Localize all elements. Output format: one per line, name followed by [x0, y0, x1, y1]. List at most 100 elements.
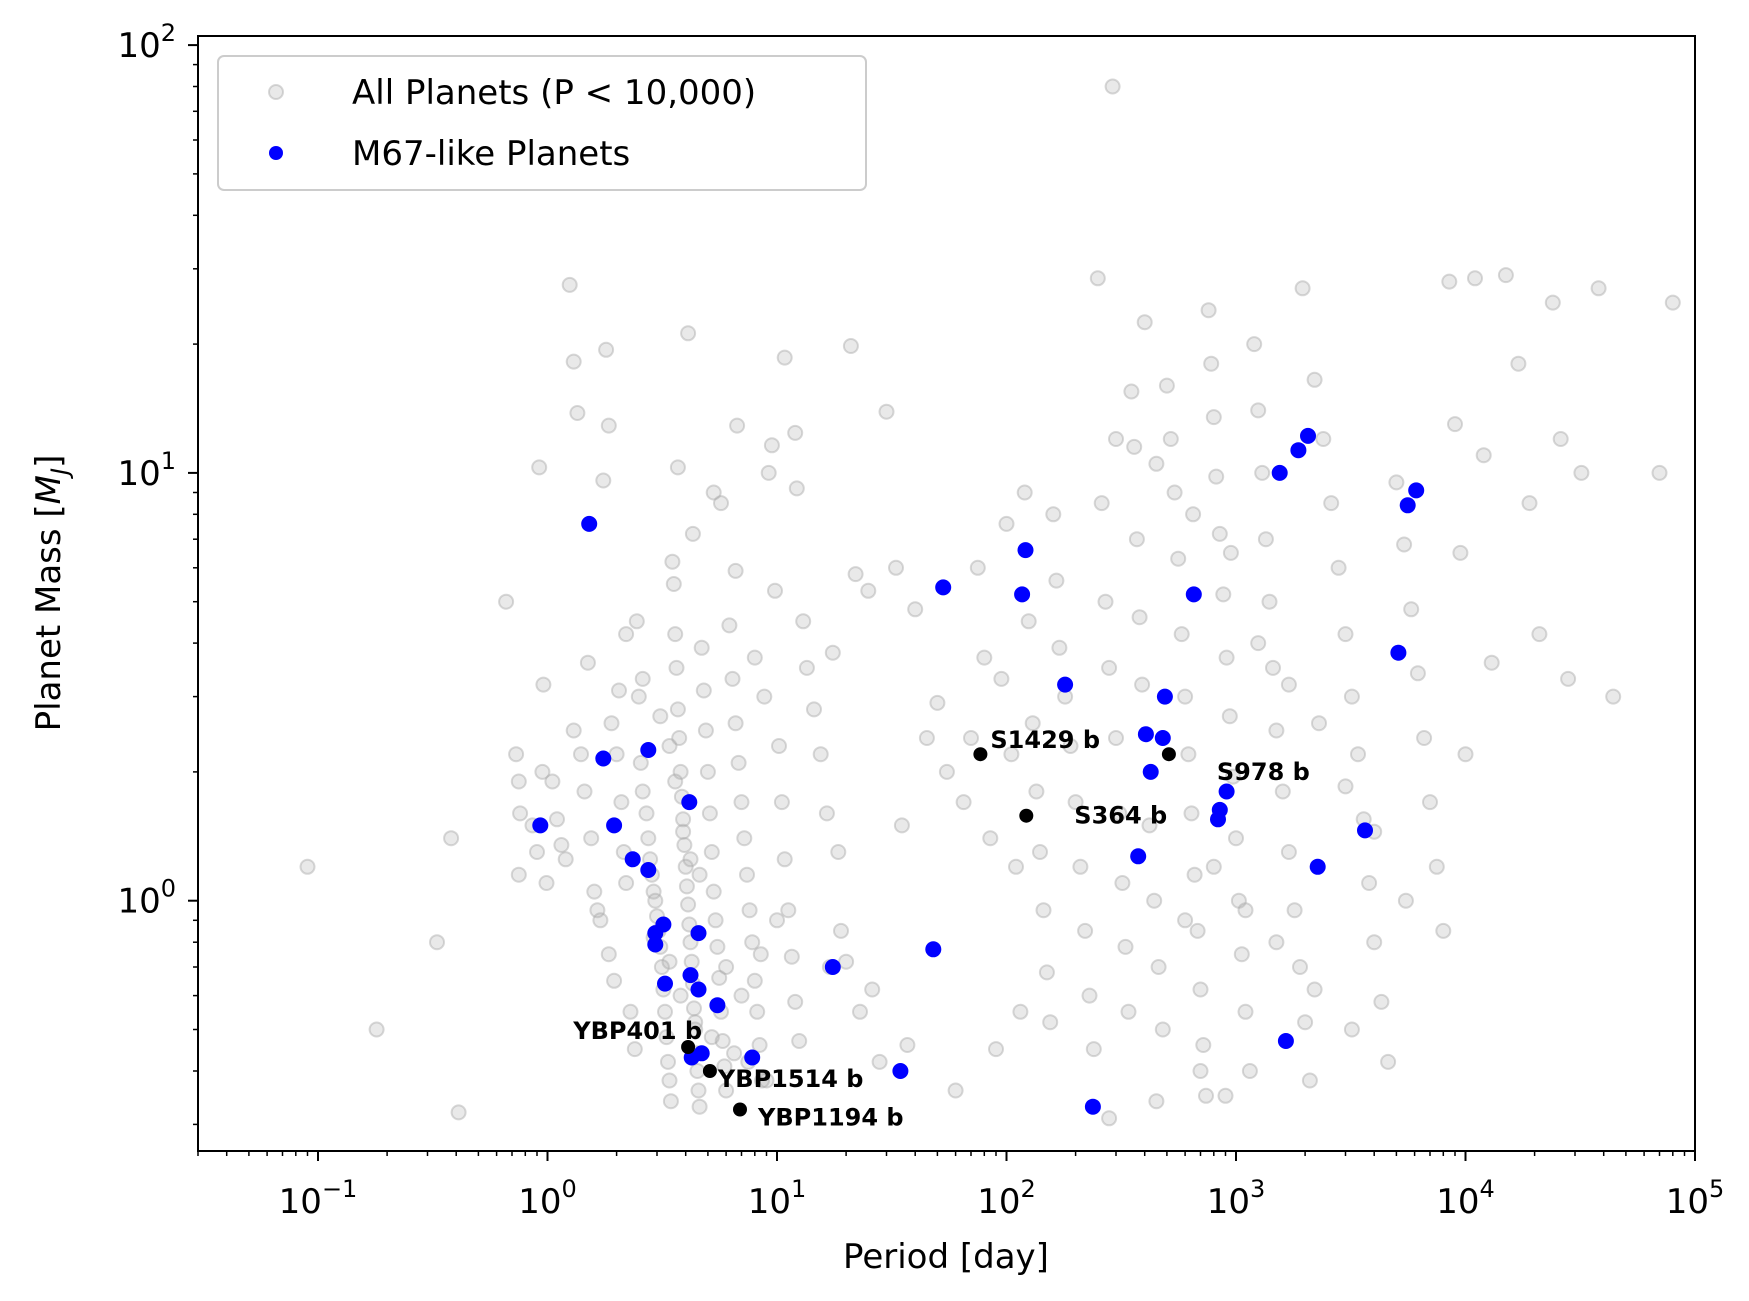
m67-like-point	[1057, 676, 1074, 693]
all-planets-point	[600, 946, 617, 963]
all-planets-point	[613, 794, 630, 811]
all-planets-point	[618, 875, 635, 891]
y-axis-label: Planet Mass [MJ]	[29, 455, 74, 732]
all-planets-point	[929, 694, 946, 711]
all-planets-point	[565, 353, 582, 370]
all-planets-point	[705, 484, 722, 501]
all-planets-point	[675, 811, 692, 828]
planet-name-label: YBP401 b	[572, 1017, 702, 1045]
all-planets-point	[741, 902, 758, 919]
labeled-planet-point	[1019, 808, 1034, 823]
all-planets-point	[583, 830, 600, 847]
all-planets-point	[676, 837, 693, 853]
all-planets-point	[1250, 402, 1267, 419]
all-planets-point	[687, 1014, 704, 1031]
all-planets-point	[429, 934, 445, 951]
m67-like-point	[1137, 726, 1154, 743]
all-planets-point	[579, 654, 596, 671]
all-planets-point	[508, 746, 525, 763]
all-planets-point	[760, 464, 777, 481]
all-planets-point	[693, 639, 710, 656]
all-planets-point	[661, 953, 678, 970]
all-planets-point	[888, 559, 904, 576]
m67-like-point	[1185, 586, 1202, 603]
y-tick-label: 100	[117, 875, 176, 922]
all-planets-point	[787, 993, 804, 1010]
all-planets-point	[705, 883, 722, 900]
all-planets-point	[1241, 1063, 1258, 1079]
all-planets-point	[1154, 1021, 1171, 1038]
all-planets-point	[1077, 922, 1094, 939]
legend-label-all-planets: All Planets (P < 10,000)	[352, 73, 756, 113]
all-planets-point	[565, 722, 582, 739]
all-planets-point	[703, 844, 720, 860]
all-planets-point	[899, 1037, 916, 1053]
all-planets-point	[1457, 746, 1474, 763]
all-planets-point	[1257, 531, 1274, 548]
all-planets-point	[724, 670, 741, 687]
all-planets-point	[1311, 715, 1327, 732]
m67-like-point	[709, 997, 726, 1014]
x-axis-label: Period [day]	[843, 1237, 1049, 1277]
all-planets-point	[626, 1041, 643, 1058]
all-planets-point	[818, 805, 835, 822]
all-planets-point	[746, 972, 763, 989]
all-planets-point	[1051, 639, 1068, 656]
m67-like-point	[1156, 688, 1173, 705]
all-planets-point	[1218, 649, 1235, 666]
all-planets-point	[683, 953, 700, 970]
all-planets-point	[1590, 280, 1607, 297]
all-planets-point	[1409, 665, 1426, 682]
all-planets-point	[1089, 270, 1106, 287]
all-planets-point	[665, 576, 682, 592]
all-planets-point	[1292, 959, 1308, 975]
m67-like-point	[532, 817, 549, 834]
all-planets-point	[1173, 626, 1190, 643]
all-planets-point	[1148, 455, 1165, 472]
all-planets-point	[716, 1058, 733, 1075]
all-planets-point	[1261, 593, 1278, 610]
all-planets-point	[1435, 922, 1452, 939]
all-planets-point	[864, 981, 881, 998]
all-planets-point	[783, 948, 800, 965]
all-planets-point	[787, 424, 804, 441]
all-planets-point	[1396, 536, 1413, 553]
m67-like-point	[1277, 1033, 1294, 1049]
all-planets-point	[1510, 355, 1527, 372]
all-planets-point	[557, 851, 574, 868]
all-planets-point	[529, 844, 545, 860]
all-planets-point	[726, 1045, 743, 1062]
all-planets-point	[749, 1003, 766, 1020]
m67-like-point	[892, 1063, 909, 1079]
all-planets-point	[1183, 805, 1200, 822]
all-planets-point	[1447, 416, 1463, 433]
m67-like-point	[1154, 730, 1171, 746]
all-planets-point	[652, 708, 669, 725]
labeled-planet-point	[681, 1040, 696, 1054]
all-planets-point	[1101, 1110, 1118, 1127]
all-planets-point	[1097, 593, 1114, 610]
all-planets-point	[1373, 993, 1390, 1010]
all-planets-point	[1111, 805, 1128, 822]
m67-like-point	[824, 959, 841, 975]
m67-like-point	[693, 1045, 710, 1062]
all-planets-point	[1215, 586, 1232, 603]
all-planets-point	[1403, 601, 1420, 618]
all-planets-point	[691, 1098, 708, 1115]
all-planets-point	[672, 763, 689, 780]
x-tick-label: 102	[977, 1175, 1036, 1222]
all-planets-point	[1467, 270, 1483, 287]
all-planets-point	[682, 851, 699, 868]
all-planets-point	[1225, 768, 1241, 785]
all-planets-point	[1185, 506, 1202, 523]
labeled-planets-series	[681, 747, 1176, 1117]
all-planets-point	[1032, 844, 1048, 860]
all-planets-point	[1120, 1003, 1137, 1020]
all-planets-point	[1205, 858, 1222, 875]
m67-like-point	[1211, 801, 1228, 818]
m67-like-point	[925, 941, 942, 958]
all-planets-point	[1108, 730, 1124, 746]
all-planets-point	[709, 938, 726, 955]
all-planets-point	[744, 934, 761, 951]
all-planets-point	[1250, 635, 1267, 652]
